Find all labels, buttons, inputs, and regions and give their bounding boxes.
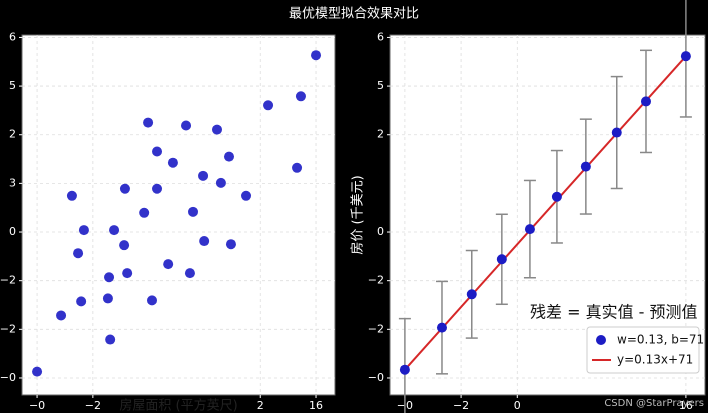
x-tick-label: −2	[453, 399, 469, 412]
point	[436, 322, 447, 333]
y-tick-label: 0	[9, 225, 16, 238]
y-tick-label: 5	[9, 79, 16, 92]
point	[496, 254, 507, 265]
point	[143, 117, 154, 128]
y-tick-label: 5	[377, 79, 384, 92]
x-tick-label: 0	[514, 399, 521, 412]
point	[119, 240, 130, 251]
point	[223, 151, 234, 162]
point	[109, 225, 120, 236]
point	[73, 248, 84, 259]
point	[181, 120, 192, 131]
point	[122, 268, 133, 279]
point	[295, 91, 306, 102]
point	[263, 100, 274, 111]
point	[146, 295, 157, 306]
plot-area	[21, 34, 336, 396]
figure-title: 最优模型拟合效果对比	[289, 7, 419, 22]
legend-marker	[596, 335, 606, 345]
point	[152, 183, 163, 194]
point	[551, 191, 562, 202]
point	[163, 259, 174, 270]
watermark: CSDN @StarPrayers	[604, 398, 704, 409]
y-tick-label: −2	[368, 322, 384, 335]
point	[640, 96, 651, 107]
y-tick-label: −2	[368, 274, 384, 287]
point	[105, 334, 116, 345]
y-tick-label: 6	[9, 30, 16, 43]
point	[119, 183, 130, 194]
x-tick-label: −0	[29, 399, 45, 412]
x-tick-label: 16	[309, 399, 323, 412]
point	[215, 177, 226, 188]
point	[199, 236, 210, 247]
point	[524, 224, 535, 235]
point	[32, 366, 43, 377]
point	[56, 310, 67, 321]
point	[399, 364, 410, 375]
x-tick-label: −2	[85, 399, 101, 412]
point	[76, 296, 87, 307]
legend-label: y=0.13x+71	[617, 353, 693, 367]
point	[680, 51, 691, 62]
point	[611, 127, 622, 138]
point	[211, 124, 222, 135]
point	[184, 268, 195, 279]
point	[198, 170, 209, 181]
y-tick-label: 2	[377, 128, 384, 141]
y-tick-label: 6	[377, 30, 384, 43]
point	[311, 50, 322, 61]
point	[139, 207, 150, 218]
point	[104, 272, 115, 283]
point	[152, 146, 163, 157]
point	[225, 239, 236, 250]
x-tick-label: 2	[257, 399, 264, 412]
point	[66, 190, 77, 201]
point	[241, 190, 252, 201]
y-tick-label: 3	[9, 176, 16, 189]
y-tick-label: 2	[9, 128, 16, 141]
point	[292, 162, 303, 173]
y-tick-label: 0	[377, 225, 384, 238]
point	[167, 157, 178, 168]
y-tick-label: −0	[368, 371, 384, 384]
point	[78, 225, 89, 236]
point	[102, 293, 113, 304]
legend	[586, 326, 700, 374]
legend-label: w=0.13, b=71	[617, 333, 704, 347]
y-tick-label: −2	[0, 274, 16, 287]
y-tick-label: −2	[0, 322, 16, 335]
x-axis-label: 房屋面积 (平方英尺)	[119, 398, 237, 413]
fit-line	[404, 55, 687, 371]
x-tick-label: 16	[679, 399, 693, 412]
y-tick-label: −0	[0, 371, 16, 384]
point	[466, 289, 477, 300]
point	[188, 206, 199, 217]
point	[580, 161, 591, 172]
y-axis-label: 房价 (千美元)	[350, 175, 366, 254]
annotation: 残差 = 真实值 - 预测值	[530, 303, 698, 322]
